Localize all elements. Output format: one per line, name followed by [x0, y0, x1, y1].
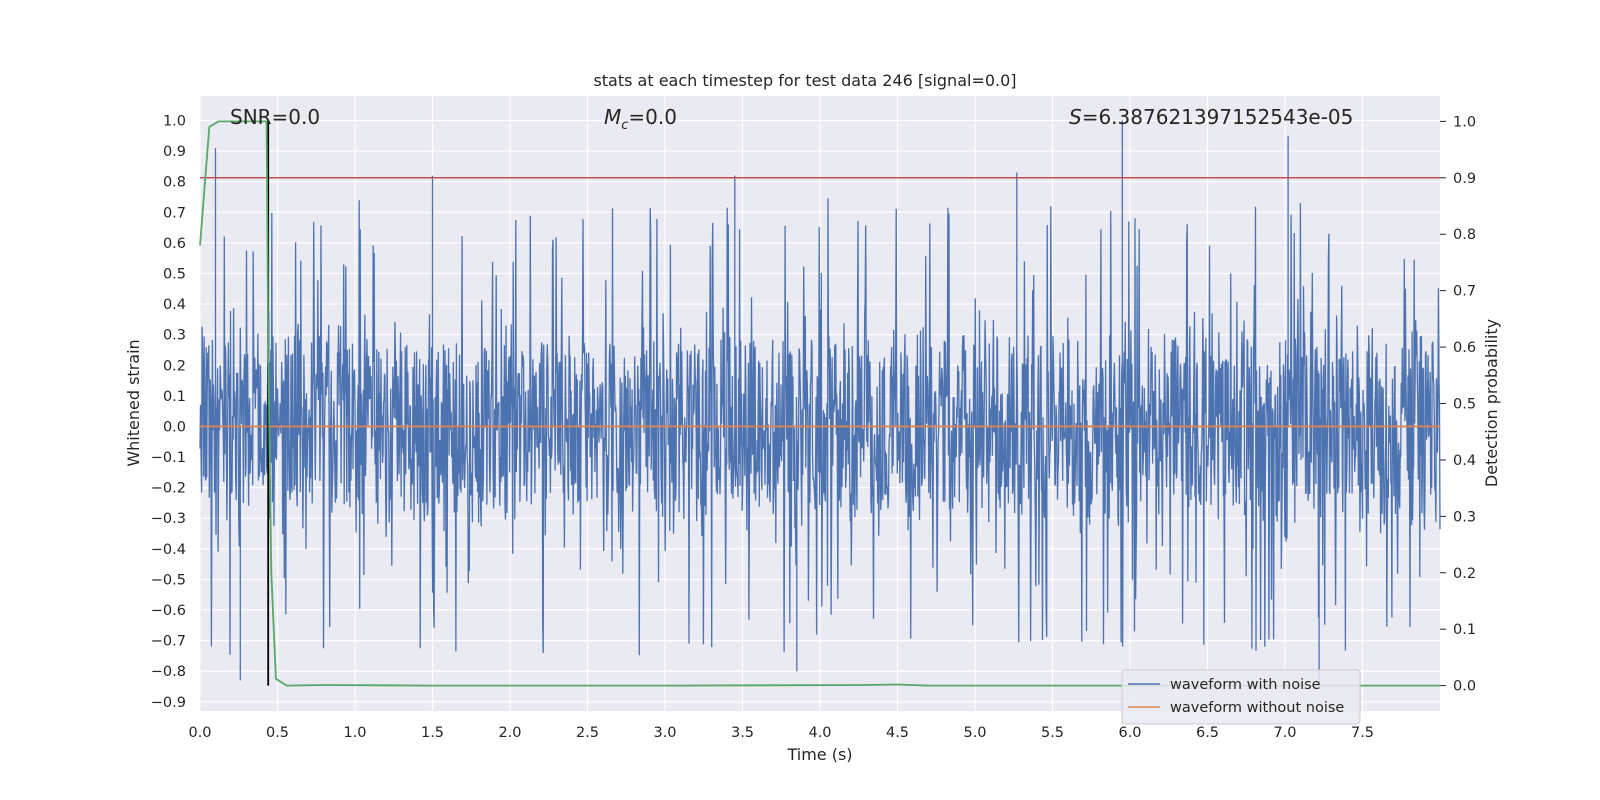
- x-tick-label: 2.0: [498, 725, 521, 741]
- y-tick-label: 0.3: [163, 328, 186, 344]
- y-tick-label: 0.5: [163, 266, 186, 282]
- x-tick-label: 3.0: [653, 725, 676, 741]
- s-value: =6.387621397152543e-05: [1082, 105, 1354, 129]
- y2-tick-label: 0.3: [1453, 509, 1476, 525]
- x-tick-label: 3.5: [731, 725, 754, 741]
- legend-label-clean: waveform without noise: [1170, 700, 1344, 716]
- y-tick-label: 0.6: [163, 236, 186, 252]
- y2-tick-label: 0.1: [1453, 622, 1476, 638]
- mc-subscript: c: [621, 118, 628, 133]
- x-tick-label: 6.5: [1196, 725, 1219, 741]
- y-tick-label: −0.1: [151, 450, 186, 466]
- y-tick-label: −0.2: [151, 481, 186, 497]
- y-axis-left: 1.0 0.9 0.8 0.7 0.6 0.5 0.4 0.3 0.2 0.1 0.0 −0.1 −0.…: [151, 113, 186, 710]
- x-tick-label: 1.5: [421, 725, 444, 741]
- y2-tick-label: 1.0: [1453, 114, 1476, 130]
- y-tick-label: 1.0: [163, 113, 186, 129]
- snr-annotation: SNR=0.0: [230, 105, 320, 129]
- legend-box: [1121, 669, 1361, 725]
- mc-annotation: Mc=0.0: [604, 105, 677, 133]
- y-tick-label: −0.3: [151, 511, 186, 527]
- y2-tick-label: 0.9: [1453, 171, 1476, 187]
- chart-title: stats at each timestep for test data 246…: [593, 71, 1016, 90]
- y-tick-label: −0.6: [151, 603, 186, 619]
- x-axis: 0.0 0.5 1.0 1.5 2.0 2.5 3.0 3.5 4.0 4.5 5.0 5.5 6.0 6…: [188, 725, 1374, 741]
- s-symbol: S: [1069, 105, 1082, 129]
- x-tick-label: 2.5: [576, 725, 599, 741]
- overlay-series: [199, 120, 1440, 687]
- x-tick-label: 0.0: [188, 725, 211, 741]
- y2-tick-label: 0.7: [1453, 284, 1476, 300]
- x-tick-label: 7.5: [1351, 725, 1374, 741]
- legend: waveform with noise waveform without noi…: [1121, 669, 1361, 725]
- mc-symbol: M: [604, 105, 621, 129]
- series-waveform-with-noise: [199, 120, 1441, 684]
- y2-tick-label: 0.6: [1453, 340, 1476, 356]
- y-tick-label: 0.0: [163, 419, 186, 435]
- x-axis-label: Time (s): [786, 745, 852, 764]
- y2-axis-label: Detection probability: [1482, 319, 1501, 487]
- y2-tick-label: 0.4: [1453, 453, 1476, 469]
- y-tick-label: −0.5: [151, 572, 186, 588]
- series-detection-probability: [199, 120, 1440, 687]
- y-tick-label: 0.4: [163, 297, 186, 313]
- y-axis-label: Whitened strain: [124, 339, 143, 466]
- y-tick-label: 0.1: [163, 389, 186, 405]
- x-tick-label: 6.0: [1118, 725, 1141, 741]
- x-tick-label: 4.0: [808, 725, 831, 741]
- x-tick-label: 5.0: [963, 725, 986, 741]
- x-tick-label: 1.0: [343, 725, 366, 741]
- y-tick-label: 0.9: [163, 144, 186, 160]
- noise-series: [199, 120, 1441, 684]
- y2-tick-label: 0.8: [1453, 227, 1476, 243]
- x-tick-label: 7.0: [1273, 725, 1296, 741]
- y-tick-label: −0.9: [151, 695, 186, 711]
- mc-value: =0.0: [628, 105, 677, 129]
- x-tick-label: 5.5: [1041, 725, 1064, 741]
- y-tick-label: −0.4: [151, 542, 186, 558]
- y2-tick-label: 0.5: [1453, 397, 1476, 413]
- x-tick-label: 0.5: [266, 725, 289, 741]
- y-axis-right: 1.0 0.9 0.8 0.7 0.6 0.5 0.4 0.3 0.2 0.1 0.0: [1440, 114, 1476, 695]
- y-tick-label: 0.7: [163, 205, 186, 221]
- legend-label-noise: waveform with noise: [1170, 677, 1321, 693]
- x-tick-label: 4.5: [886, 725, 909, 741]
- s-annotation: S=6.387621397152543e-05: [1069, 105, 1353, 129]
- y-tick-label: 0.2: [163, 358, 186, 374]
- y-tick-label: −0.8: [151, 664, 186, 680]
- y2-tick-label: 0.2: [1453, 566, 1476, 582]
- y2-tick-label: 0.0: [1453, 679, 1476, 695]
- y-tick-label: 0.8: [163, 175, 186, 191]
- y-tick-label: −0.7: [151, 634, 186, 650]
